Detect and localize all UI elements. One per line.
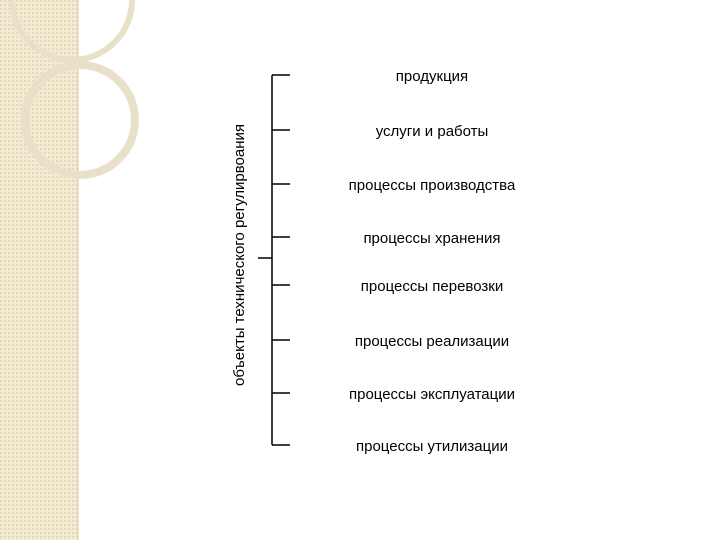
decor-circle (9, 0, 135, 63)
item-label: процессы эксплуатации (349, 386, 515, 403)
item-label: процессы реализации (355, 333, 509, 350)
item-label: продукция (396, 68, 468, 85)
root-label: объекты технического регулирвоания (231, 124, 248, 386)
item-label: процессы производства (349, 177, 516, 194)
items: продукция услуги и работы процессы произво… (272, 68, 516, 455)
decor-circle (21, 61, 139, 179)
side-band (0, 0, 78, 540)
item-label: процессы хранения (363, 230, 500, 247)
item-label: процессы утилизации (356, 438, 508, 455)
item-label: услуги и работы (376, 123, 489, 140)
item-label: процессы перевозки (361, 278, 503, 295)
